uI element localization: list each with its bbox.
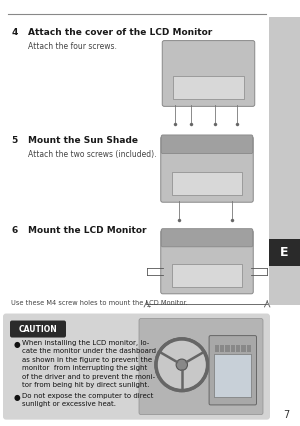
Text: Attach the four screws.: Attach the four screws. bbox=[28, 42, 117, 51]
Text: sunlight or excessive heat.: sunlight or excessive heat. bbox=[22, 401, 116, 407]
FancyBboxPatch shape bbox=[162, 40, 255, 106]
Bar bbox=[214, 354, 251, 397]
Bar bbox=[236, 345, 240, 352]
Text: ●: ● bbox=[14, 392, 21, 402]
Text: Use these M4 screw holes to mount the LCD Monitor.: Use these M4 screw holes to mount the LC… bbox=[11, 300, 188, 306]
Text: as shown in the figure to prevent the: as shown in the figure to prevent the bbox=[22, 357, 152, 363]
Bar bbox=[268, 266, 300, 305]
FancyBboxPatch shape bbox=[161, 230, 253, 294]
Text: 6: 6 bbox=[11, 226, 18, 235]
Text: tor from being hit by direct sunlight.: tor from being hit by direct sunlight. bbox=[22, 382, 149, 388]
FancyBboxPatch shape bbox=[139, 319, 263, 414]
FancyBboxPatch shape bbox=[3, 314, 270, 420]
FancyBboxPatch shape bbox=[209, 336, 256, 405]
FancyBboxPatch shape bbox=[10, 320, 66, 337]
Text: monitor  from interrupting the sight: monitor from interrupting the sight bbox=[22, 365, 147, 371]
Bar bbox=[173, 76, 244, 99]
Bar bbox=[172, 172, 242, 195]
Text: 4: 4 bbox=[11, 28, 18, 37]
FancyBboxPatch shape bbox=[161, 135, 253, 153]
Bar bbox=[220, 345, 224, 352]
Bar bbox=[268, 17, 300, 239]
Circle shape bbox=[176, 359, 188, 370]
Text: Mount the LCD Monitor: Mount the LCD Monitor bbox=[28, 226, 147, 235]
Circle shape bbox=[176, 358, 188, 371]
Text: Attach the cover of the LCD Monitor: Attach the cover of the LCD Monitor bbox=[28, 28, 213, 37]
Bar bbox=[215, 345, 219, 352]
Text: 5: 5 bbox=[11, 136, 18, 145]
Text: When installing the LCD monitor, lo-: When installing the LCD monitor, lo- bbox=[22, 340, 149, 345]
Text: 7: 7 bbox=[284, 410, 290, 420]
Text: CAUTION: CAUTION bbox=[19, 325, 57, 334]
Bar bbox=[268, 239, 300, 266]
Text: ●: ● bbox=[14, 340, 21, 348]
FancyBboxPatch shape bbox=[161, 136, 253, 202]
Bar bbox=[247, 345, 251, 352]
Text: Attach the two screws (included).: Attach the two screws (included). bbox=[28, 150, 157, 159]
Text: cate the monitor under the dashboard: cate the monitor under the dashboard bbox=[22, 348, 156, 354]
FancyBboxPatch shape bbox=[161, 229, 253, 247]
Bar bbox=[231, 345, 235, 352]
Circle shape bbox=[157, 340, 206, 389]
Text: Do not expose the computer to direct: Do not expose the computer to direct bbox=[22, 392, 153, 398]
Bar bbox=[225, 345, 230, 352]
Text: Mount the Sun Shade: Mount the Sun Shade bbox=[28, 136, 139, 145]
Text: E: E bbox=[280, 246, 288, 259]
Bar bbox=[241, 345, 246, 352]
Text: of the driver and to prevent the moni-: of the driver and to prevent the moni- bbox=[22, 374, 155, 380]
Bar bbox=[172, 265, 242, 287]
